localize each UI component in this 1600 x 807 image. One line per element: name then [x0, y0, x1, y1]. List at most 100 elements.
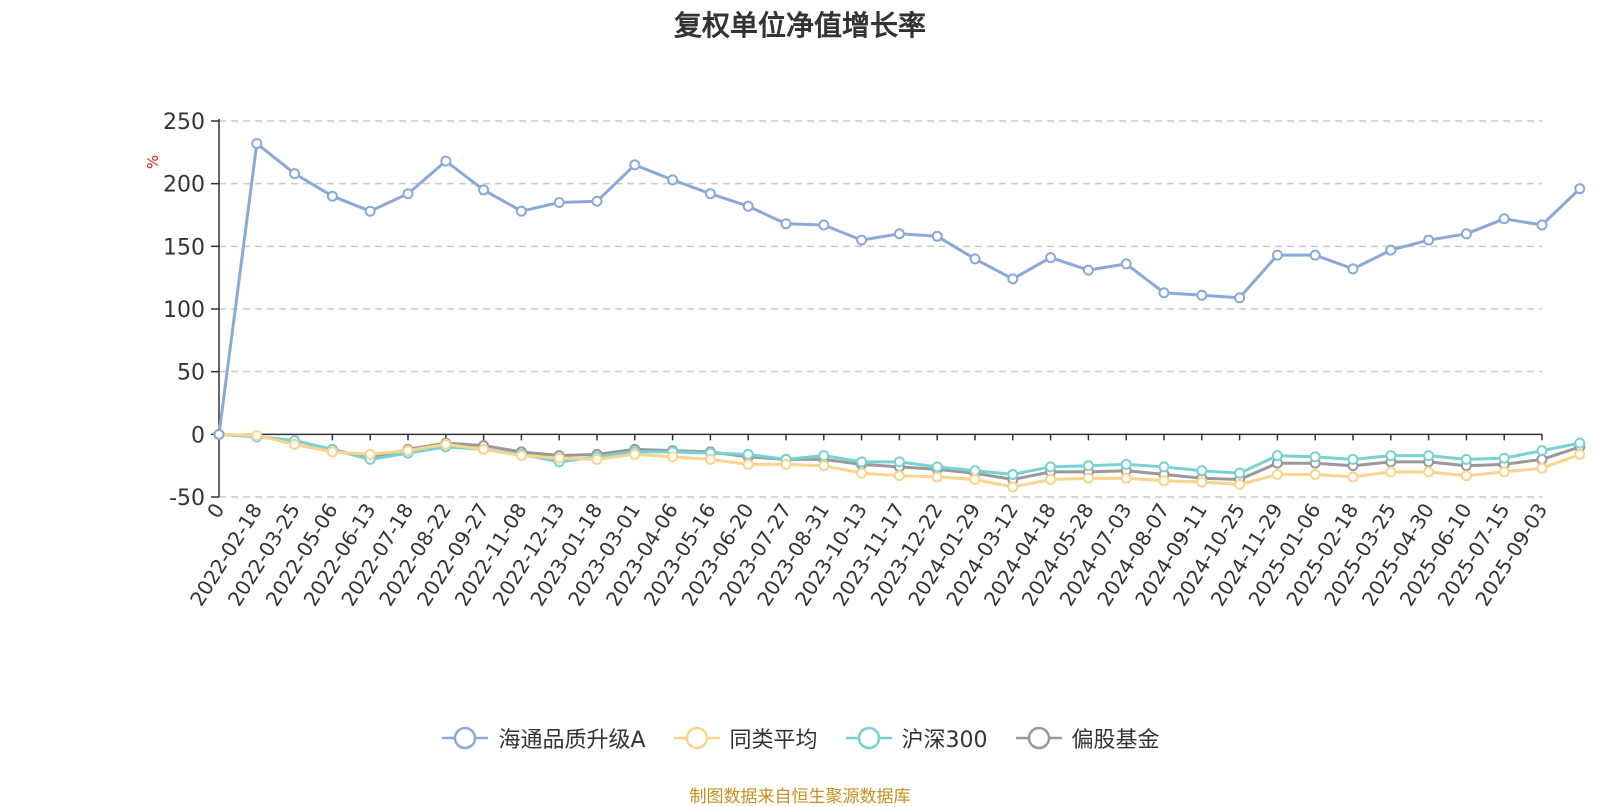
data-point [856, 456, 868, 468]
data-point [1271, 249, 1283, 261]
data-point [931, 471, 943, 483]
data-point [326, 190, 338, 202]
series-1 [213, 428, 1586, 493]
data-point [1536, 445, 1548, 457]
data-point [1574, 437, 1586, 449]
data-point [1347, 453, 1359, 465]
data-point [1385, 466, 1397, 478]
legend-label: 偏股基金 [1071, 728, 1160, 753]
data-point [553, 452, 565, 464]
legend-item[interactable]: 同类平均 [672, 722, 818, 754]
data-point [1234, 292, 1246, 304]
data-point [402, 188, 414, 200]
data-point [1423, 466, 1435, 478]
data-point [478, 443, 490, 455]
data-point [1460, 453, 1472, 465]
data-point [440, 155, 452, 167]
data-point [1196, 465, 1208, 477]
series-line [217, 142, 1581, 435]
data-point [1196, 289, 1208, 301]
data-point [1120, 472, 1132, 484]
y-axis-unit-label: % [144, 155, 162, 169]
series-group [213, 138, 1586, 493]
data-point [591, 195, 603, 207]
data-point [251, 138, 263, 150]
data-point [1045, 252, 1057, 264]
y-tick-label: 200 [163, 173, 205, 198]
data-point [1271, 468, 1283, 480]
data-point [742, 448, 754, 460]
data-point [553, 196, 565, 208]
data-point [780, 218, 792, 230]
data-point [667, 174, 679, 186]
data-point [742, 200, 754, 212]
data-point [856, 467, 868, 479]
data-point [1423, 234, 1435, 246]
data-point [1007, 468, 1019, 480]
data-point [1309, 468, 1321, 480]
y-tick-label: 250 [163, 110, 205, 135]
data-point [251, 430, 263, 442]
y-tick-label: 100 [163, 298, 205, 323]
data-point [780, 458, 792, 470]
data-point [364, 205, 376, 217]
legend-item[interactable]: 偏股基金 [1014, 722, 1160, 754]
data-point [893, 470, 905, 482]
grid-lines [219, 120, 1542, 498]
data-point [667, 451, 679, 463]
data-point [1158, 475, 1170, 487]
data-point [1045, 473, 1057, 485]
data-point [1423, 450, 1435, 462]
legend-label: 海通品质升级A [498, 728, 646, 753]
y-tick-label: 0 [191, 423, 205, 448]
data-point [591, 453, 603, 465]
y-tick-label: -50 [169, 486, 205, 511]
data-point [856, 234, 868, 246]
y-tick-label: 150 [163, 235, 205, 260]
data-point [1309, 451, 1321, 463]
legend-marker [1027, 726, 1050, 750]
axes: 250200150100500-5002022-02-182022-03-252… [163, 110, 1552, 610]
data-point [1007, 481, 1019, 493]
data-point [1158, 461, 1170, 473]
x-tick-label: 0 [202, 499, 229, 523]
data-point [1498, 466, 1510, 478]
legend-marker [454, 726, 477, 750]
data-point [969, 465, 981, 477]
data-point [1536, 453, 1548, 465]
data-point [1082, 264, 1094, 276]
legend-item[interactable]: 海通品质升级A [440, 722, 646, 754]
legend-item[interactable]: 沪深300 [844, 722, 988, 754]
data-point [1460, 228, 1472, 240]
data-point [818, 219, 830, 231]
data-point [1536, 462, 1548, 474]
data-point [364, 448, 376, 460]
data-point [1574, 183, 1586, 195]
data-point [893, 228, 905, 240]
data-point [1385, 450, 1397, 462]
data-point [1045, 461, 1057, 473]
data-point [1082, 472, 1094, 484]
data-point [742, 458, 754, 470]
data-point [1460, 470, 1472, 482]
source-note: 制图数据来自恒生聚源数据库 [689, 787, 911, 807]
legend-swatch [442, 726, 489, 750]
data-point [1120, 458, 1132, 470]
data-point [289, 168, 301, 180]
data-point [818, 450, 830, 462]
legend-marker [685, 726, 708, 750]
legend-swatch [845, 726, 892, 750]
data-point [440, 438, 452, 450]
data-point [629, 448, 641, 460]
legend-marker [857, 726, 880, 750]
data-point [1574, 448, 1586, 460]
data-point [402, 445, 414, 457]
legend-swatch [673, 726, 720, 750]
data-point [704, 453, 716, 465]
data-point [1234, 478, 1246, 490]
data-point [213, 428, 225, 440]
data-point [1309, 249, 1321, 261]
data-point [1536, 219, 1548, 231]
legend-label: 同类平均 [729, 728, 818, 753]
